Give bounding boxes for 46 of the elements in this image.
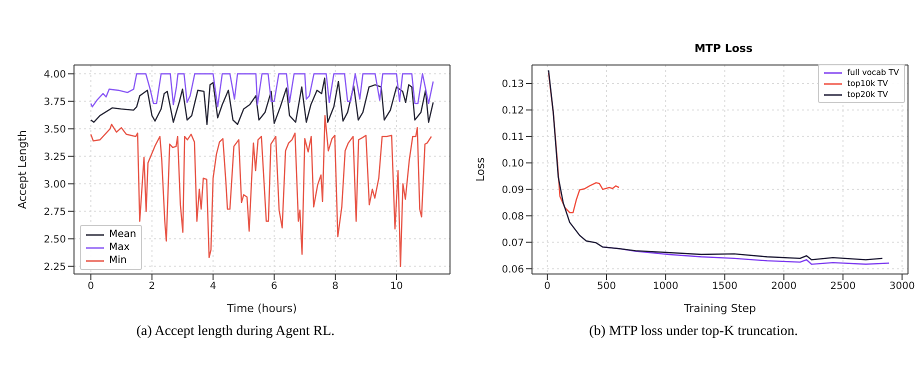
- x-tick-label: 3000: [889, 281, 915, 292]
- y-tick-label: 2.50: [44, 234, 66, 246]
- line-series: [90, 78, 434, 126]
- x-tick-label: 2000: [771, 281, 797, 292]
- x-tick-label: 10: [390, 281, 403, 292]
- x-axis-title: Time (hours): [226, 302, 297, 315]
- y-tick-label: 4.00: [44, 69, 66, 80]
- y-tick-label: 2.75: [44, 206, 66, 218]
- chart-title: MTP Loss: [694, 42, 752, 55]
- legend-label: Mean: [109, 228, 136, 241]
- y-tick-label: 0.11: [502, 132, 524, 143]
- x-tick-label: 0: [88, 281, 94, 292]
- x-tick-label: 1000: [652, 281, 678, 292]
- y-tick-label: 3.00: [44, 179, 66, 190]
- y-axis-title: Loss: [474, 157, 487, 182]
- x-tick-label: 6: [271, 281, 278, 292]
- x-tick-label: 0: [544, 281, 551, 292]
- y-tick-label: 0.10: [502, 158, 524, 170]
- x-tick-label: 2500: [830, 281, 856, 292]
- y-tick-label: 2.25: [44, 262, 66, 273]
- y-tick-label: 0.07: [502, 238, 524, 249]
- y-tick-label: 0.13: [502, 79, 524, 90]
- x-tick-label: 2: [148, 281, 156, 292]
- y-tick-label: 3.75: [44, 96, 66, 108]
- y-tick-label: 0.12: [502, 106, 524, 117]
- x-tick-label: 4: [210, 281, 216, 292]
- text: (b) MTP loss under top-K truncation.: [588, 323, 799, 341]
- y-tick-label: 3.25: [44, 152, 66, 163]
- line-series: [90, 73, 434, 108]
- y-tick-label: 0.06: [502, 264, 524, 276]
- y-tick-label: 0.08: [502, 211, 524, 222]
- text: (a) Accept length during Agent RL.: [135, 323, 336, 341]
- y-tick-label: 3.50: [44, 124, 66, 136]
- y-axis-title: Accept Length: [16, 130, 29, 209]
- x-tick-label: 8: [332, 281, 339, 292]
- x-tick-label: 500: [596, 281, 616, 292]
- line-series: [90, 114, 432, 267]
- legend-label: top20k TV: [847, 89, 888, 100]
- x-tick-label: 1500: [712, 281, 738, 292]
- x-axis-title: Training Step: [683, 302, 756, 315]
- legend-label: Max: [109, 241, 130, 254]
- line-series: [548, 72, 620, 214]
- legend-label: full vocab TV: [847, 67, 899, 78]
- legend-label: top10k TV: [847, 78, 888, 89]
- y-tick-label: 0.09: [502, 184, 524, 196]
- legend-label: Min: [109, 254, 127, 267]
